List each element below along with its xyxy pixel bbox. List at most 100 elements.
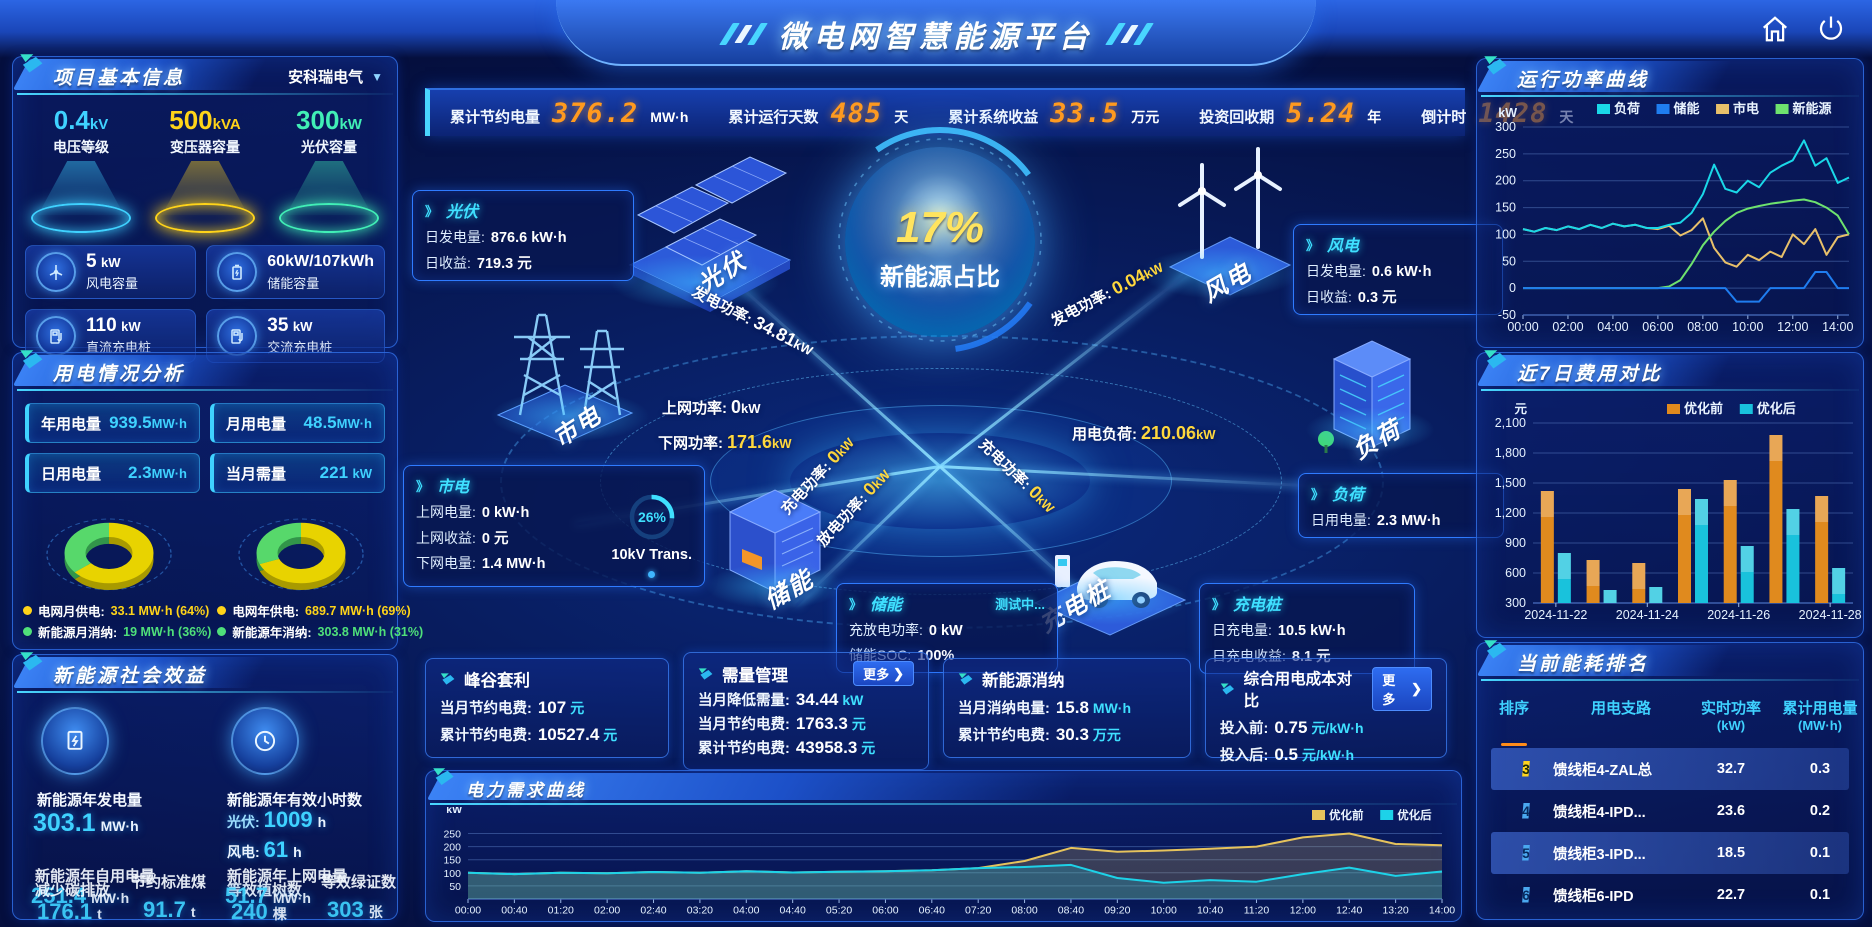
chevron-icon: 》 — [1212, 596, 1226, 612]
rank-badge: 6 — [1522, 886, 1530, 903]
home-icon[interactable] — [1760, 14, 1790, 44]
benefit-value: 光伏: 1009 h — [227, 807, 327, 832]
svg-text:负荷: 负荷 — [1614, 101, 1640, 116]
svg-text:13:20: 13:20 — [1382, 905, 1408, 917]
svg-text:600: 600 — [1505, 566, 1526, 580]
svg-text:优化前: 优化前 — [1684, 401, 1723, 416]
panel-corner-icon — [1484, 56, 1507, 75]
title-decor-right — [1104, 23, 1154, 45]
svg-text:06:00: 06:00 — [1642, 320, 1673, 334]
svg-text:04:40: 04:40 — [780, 905, 806, 917]
svg-text:250: 250 — [1495, 147, 1516, 161]
table-row[interactable]: 6 馈线柜6-IPD 22.7 0.1 — [1522, 886, 1831, 905]
new-energy-percentage-label: 新能源占比 — [880, 264, 1000, 291]
svg-text:03:20: 03:20 — [687, 905, 713, 917]
chevron-down-icon: ▼ — [371, 69, 383, 84]
table-row[interactable]: 3 馈线柜4-ZAL总 32.7 0.3 — [1491, 748, 1849, 790]
chevron-right-icon: ❯ — [1411, 681, 1422, 696]
svg-text:06:40: 06:40 — [919, 905, 945, 917]
svg-text:优化后: 优化后 — [1397, 808, 1432, 822]
page-title: 微电网智慧能源平台 — [778, 21, 1094, 54]
app-header: 微电网智慧能源平台 — [0, 12, 1872, 56]
kpi-saved-energy: 累计节约电量 376.2 MW·h — [450, 97, 689, 129]
svg-text:00:40: 00:40 — [501, 905, 527, 917]
battery-icon — [217, 252, 258, 292]
benefit-label: 减少碳排放 — [35, 882, 111, 899]
new-energy-consumption-box: 新能源消纳 当月消纳电量: 15.8 MW·h 累计节约电费: 30.3 万元 — [943, 658, 1191, 758]
month-energy-donut — [46, 518, 172, 591]
svg-text:新能源: 新能源 — [1793, 101, 1832, 116]
more-button[interactable]: 更多 ❯ — [853, 661, 914, 686]
chevron-icon: 》 — [416, 478, 430, 494]
svg-text:100: 100 — [443, 868, 461, 880]
benefit-label: 等效植树数 — [227, 882, 303, 899]
table-row[interactable]: 4 馈线柜4-IPD... 23.6 0.2 — [1522, 802, 1831, 821]
benefit-label: 新能源年有效小时数 — [227, 792, 363, 809]
light-base — [155, 203, 255, 233]
svg-text:kW: kW — [1498, 106, 1517, 120]
svg-text:储能: 储能 — [1673, 101, 1700, 116]
svg-text:08:40: 08:40 — [1058, 905, 1084, 917]
benefit-value: 风电: 61 h — [227, 837, 302, 862]
center-sphere — [845, 147, 1035, 337]
power-icon[interactable] — [1816, 14, 1846, 44]
carousel-dot[interactable] — [648, 571, 656, 578]
panel-new-energy-benefits: 新能源社会效益 新能源年发电量 303.1 MW·h 新能源年有效小时数 光伏: 1… — [12, 652, 398, 924]
svg-text:09:20: 09:20 — [1104, 905, 1130, 917]
ac-charger-icon — [217, 316, 258, 356]
svg-text:50: 50 — [1502, 254, 1516, 268]
svg-text:05:20: 05:20 — [826, 905, 852, 917]
more-button[interactable]: 更多 ❯ — [1372, 667, 1432, 711]
panel-title: 运行功率曲线 — [1517, 69, 1650, 91]
panel-power-curve: 运行功率曲线 300 250 200 150 100 50 0 -50 kW 00:00 02:00… — [1476, 56, 1864, 348]
svg-text:kW: kW — [446, 807, 462, 816]
legend-item: 新能源月消纳: 19 MW·h (36%) — [23, 622, 211, 641]
card-storage-capacity: 60kW/107kWh 储能容量 — [206, 245, 385, 299]
rank-badge: 3 — [1522, 760, 1530, 777]
stat-month-demand: 当月需量 221 kW — [210, 453, 385, 493]
panel-demand-curve: 电力需求曲线 250 200 150 100 50 kW 00:00 00:40 01:20 02… — [425, 768, 1462, 922]
svg-text:50: 50 — [449, 881, 461, 893]
benefit-value: 91.7 t — [143, 897, 196, 922]
table-row[interactable]: 5 馈线柜3-IPD... 18.5 0.1 — [1491, 832, 1849, 874]
stat-year-usage: 年用电量 939.5MW·h — [25, 403, 200, 443]
chevron-icon: 》 — [1306, 237, 1320, 253]
corner-icon — [440, 673, 455, 685]
svg-text:优化后: 优化后 — [1757, 401, 1796, 416]
panel-corner-icon — [1484, 350, 1507, 369]
svg-text:10:40: 10:40 — [1197, 905, 1223, 917]
benefit-value: 251.4 MW·h — [31, 883, 130, 908]
legend-item: 电网年供电: 689.7 MW·h (69%) — [217, 601, 423, 620]
svg-text:02:40: 02:40 — [640, 905, 666, 917]
benefit-value: 303.1 MW·h — [33, 809, 139, 837]
svg-text:900: 900 — [1505, 536, 1526, 550]
svg-text:02:00: 02:00 — [594, 905, 620, 917]
transformer-gauge: 26% 10kV Trans. — [611, 491, 692, 578]
chevron-icon: 》 — [1311, 486, 1325, 502]
wind-turbine-icon — [36, 252, 76, 292]
svg-text:元: 元 — [1514, 402, 1527, 416]
kpi-payback: 投资回收期 5.24 年 — [1199, 97, 1382, 129]
panel-corner-icon — [1484, 640, 1507, 659]
chevron-icon: 》 — [849, 596, 863, 612]
cost-bars-chart: 2,100 1,800 1,500 1,200 900 600 300 元 2024-11-22… — [1495, 401, 1862, 622]
light-base — [31, 203, 131, 233]
grid-info-box: 》市电 上网电量: 0 kW·h 上网收益: 0 元 下网电量: 1.4 MW·h 2… — [403, 465, 705, 587]
pv-info-box: 》光伏 日发电量: 876.6 kW·h 日收益: 719.3 元 — [412, 190, 634, 281]
company-dropdown[interactable]: 安科瑞电气 ▼ — [288, 66, 383, 87]
panel-corner-icon — [433, 768, 454, 785]
stat-voltage-level: 0.4kV 电压等级 — [25, 105, 137, 233]
panel-project-info: 项目基本信息 安科瑞电气 ▼ 0.4kV 电压等级 500kVA 变压器容量 3… — [12, 54, 398, 363]
benefit-label: 节约标准煤 — [131, 874, 207, 891]
year-energy-donut — [238, 518, 364, 591]
benefit-value: 240 棵 — [231, 899, 287, 924]
svg-text:04:00: 04:00 — [1597, 320, 1628, 334]
benefit-label: 等效绿证数 — [321, 874, 397, 891]
svg-text:1,800: 1,800 — [1495, 446, 1526, 460]
card-wind-capacity: 5 kW 风电容量 — [25, 245, 197, 299]
stat-month-usage: 月用电量 48.5MW·h — [210, 403, 385, 443]
corner-icon — [958, 673, 973, 685]
svg-text:300: 300 — [1495, 120, 1516, 134]
svg-text:12:00: 12:00 — [1290, 905, 1316, 917]
table-header: 排序 用电支路 实时功率 (kW) 累计用电量 (MW·h) — [1499, 700, 1858, 733]
